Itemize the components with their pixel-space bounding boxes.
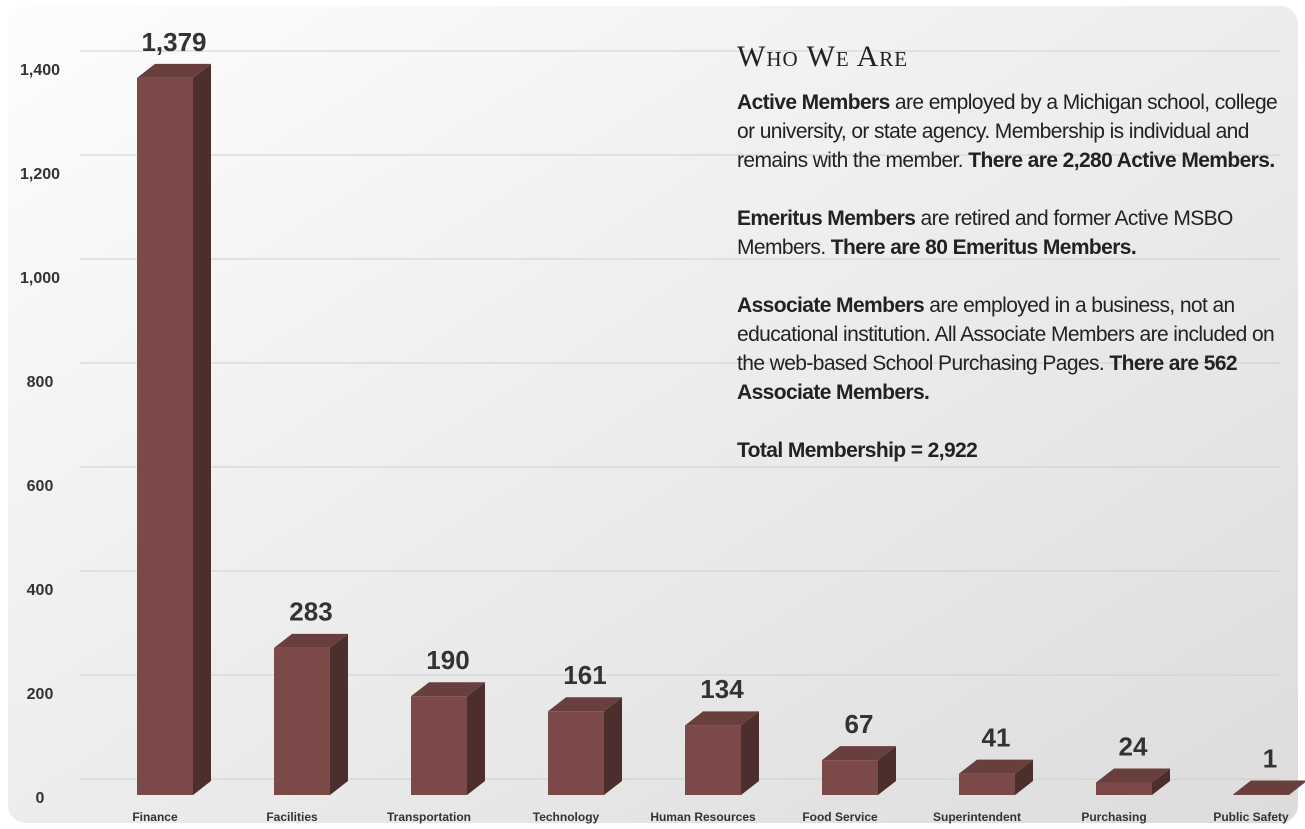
data-label: 1,379 — [141, 27, 206, 57]
x-tick-label: Public Safety — [1213, 810, 1289, 824]
text-segment: Emeritus Members — [737, 207, 916, 230]
bar-front — [959, 773, 1015, 795]
text-segment: are employed by a Michigan school, colle… — [737, 91, 1278, 172]
bar-side — [1289, 782, 1305, 795]
text-segment: Active Members — [737, 91, 890, 114]
bar — [1233, 780, 1305, 795]
data-label: 67 — [845, 709, 874, 739]
x-tick-label: Human Resources — [650, 810, 756, 824]
text-segment: There are 2,280 Active Members. — [968, 149, 1275, 172]
bar-side — [1015, 759, 1033, 795]
x-tick-label: Technology — [533, 810, 600, 824]
y-tick-label: 600 — [27, 478, 54, 495]
bar-front — [685, 725, 741, 795]
bar-side — [878, 746, 896, 795]
bar-top — [411, 682, 485, 697]
paragraph: Associate Members are employed in a busi… — [737, 291, 1282, 407]
data-label: 24 — [1119, 731, 1148, 761]
bar — [274, 633, 348, 795]
paragraph: Active Members are employed by a Michiga… — [737, 88, 1282, 175]
bar-side — [604, 697, 622, 795]
bar-front — [411, 696, 467, 795]
bar — [685, 711, 759, 795]
y-tick-label: 800 — [27, 374, 54, 391]
text-segment: are retired and former Active MSBO Membe… — [737, 207, 1233, 259]
data-label: 283 — [289, 597, 332, 627]
bar-top — [137, 63, 211, 78]
bar-front — [1096, 782, 1152, 795]
bar-top — [548, 697, 622, 712]
y-tick-label: 1,000 — [20, 270, 60, 287]
bar-side — [467, 682, 485, 795]
paragraph: Total Membership = 2,922 — [737, 436, 1282, 465]
data-label: 1 — [1263, 743, 1277, 773]
x-tick-label: Finance — [132, 810, 178, 824]
text-segment: Associate Members — [737, 294, 925, 317]
paragraph: Emeritus Members are retired and former … — [737, 204, 1282, 262]
y-tick-label: 0 — [36, 790, 45, 807]
y-tick-label: 400 — [27, 582, 54, 599]
bar — [959, 759, 1033, 795]
data-label: 190 — [426, 645, 469, 675]
x-tick-label: Food Service — [802, 810, 878, 824]
bar-side — [193, 63, 211, 796]
x-tick-label: Purchasing — [1081, 810, 1146, 824]
x-tick-label: Facilities — [266, 810, 318, 824]
text-segment: There are 562 Associate Members. — [737, 352, 1238, 404]
bar-top — [822, 746, 896, 761]
bar — [822, 746, 896, 795]
y-tick-label: 1,200 — [20, 166, 60, 183]
bar-top — [685, 711, 759, 726]
text-panel: Who We Are Active Members are employed b… — [737, 40, 1282, 494]
bar-side — [741, 711, 759, 795]
background — [8, 6, 1298, 823]
data-label: 134 — [700, 674, 744, 704]
bar — [137, 63, 211, 796]
bar-top — [1096, 768, 1170, 783]
data-label: 41 — [982, 723, 1011, 753]
bar — [1096, 768, 1170, 795]
y-tick-label: 1,400 — [20, 62, 60, 79]
bar-top — [274, 633, 348, 648]
x-tick-label: Superintendent — [933, 810, 1021, 824]
bar-top — [959, 759, 1033, 774]
text-segment: There are 80 Emeritus Members. — [830, 236, 1137, 259]
data-label: 161 — [563, 660, 606, 690]
bar-front — [548, 711, 604, 795]
text-segment: Total Membership = 2,922 — [737, 439, 978, 462]
bar-front — [137, 77, 193, 796]
bar-front — [822, 760, 878, 795]
bar-side — [330, 633, 348, 795]
bar-front — [274, 647, 330, 795]
bar-front — [1233, 794, 1289, 795]
text-segment: are employed in a business, not an educa… — [737, 294, 1275, 375]
x-tick-label: Transportation — [387, 810, 471, 824]
bar — [548, 697, 622, 795]
bar-top — [1233, 780, 1305, 795]
panel-title: Who We Are — [737, 40, 909, 73]
bar — [411, 682, 485, 795]
y-tick-label: 200 — [27, 686, 54, 703]
bar-side — [1152, 768, 1170, 795]
